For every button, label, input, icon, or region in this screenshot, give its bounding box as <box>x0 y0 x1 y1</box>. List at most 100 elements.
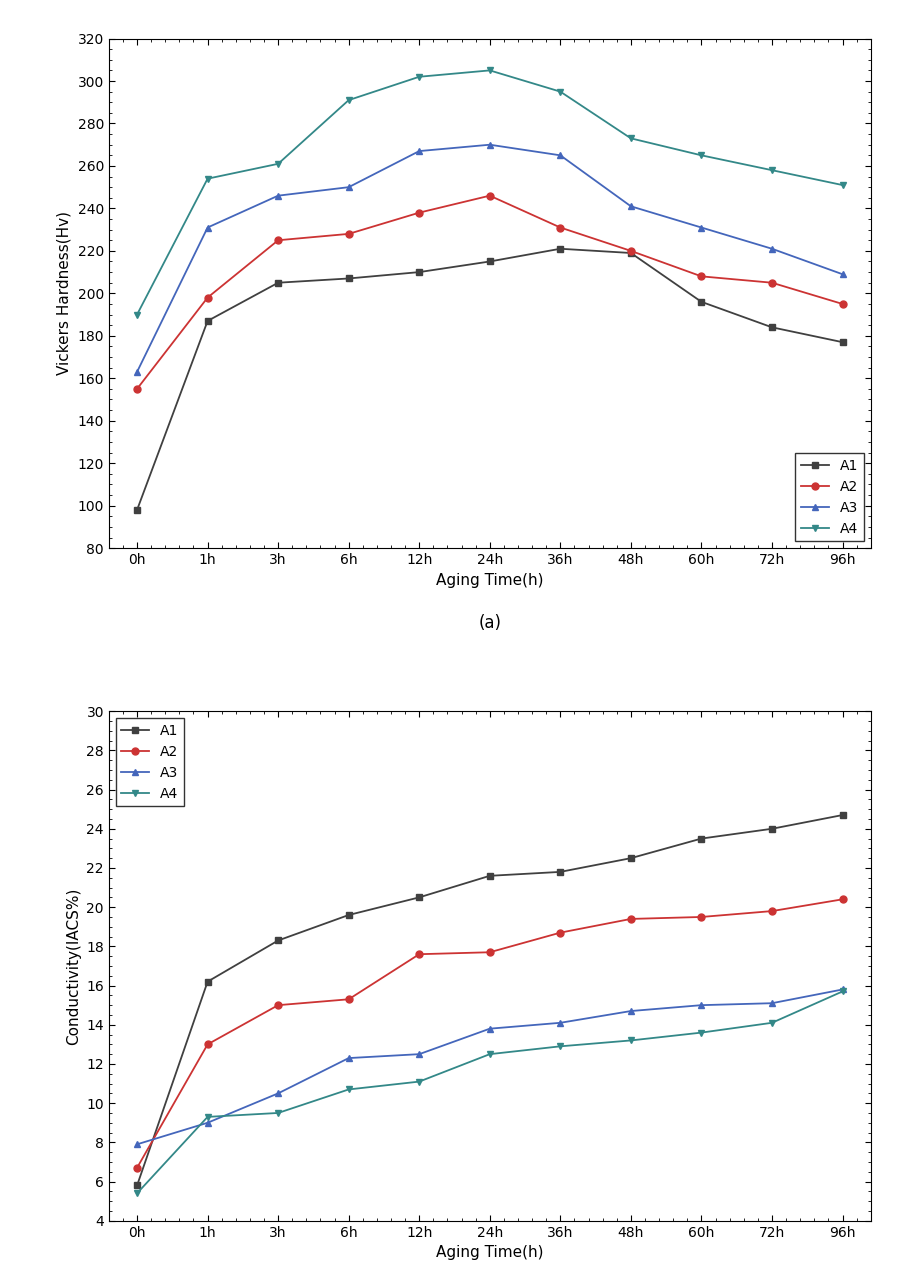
A1 <box>766 821 777 837</box>
A2 <box>273 233 284 248</box>
A2 <box>273 997 284 1013</box>
A2 <box>696 269 707 284</box>
A4 <box>202 171 213 186</box>
A1 <box>273 275 284 290</box>
A3 <box>343 1050 354 1065</box>
A3 <box>626 1004 637 1019</box>
A2 <box>626 243 637 258</box>
A1 <box>696 294 707 310</box>
A4 <box>766 1015 777 1031</box>
Text: (a): (a) <box>478 614 502 632</box>
Y-axis label: Conductivity(IACS%): Conductivity(IACS%) <box>65 887 81 1045</box>
A3 <box>837 982 848 997</box>
Line: A3: A3 <box>133 986 846 1148</box>
A1 <box>484 869 495 884</box>
A1 <box>414 265 424 280</box>
A4 <box>696 148 707 163</box>
A3 <box>273 1086 284 1101</box>
A3 <box>484 137 495 153</box>
A4 <box>343 1082 354 1097</box>
A4 <box>766 162 777 177</box>
A3 <box>273 188 284 203</box>
A3 <box>202 1115 213 1131</box>
A3 <box>414 1046 424 1061</box>
A1 <box>555 242 566 257</box>
Line: A1: A1 <box>133 245 846 514</box>
Line: A2: A2 <box>133 193 846 392</box>
X-axis label: Aging Time(h): Aging Time(h) <box>436 1245 543 1261</box>
A2 <box>555 220 566 235</box>
Line: A4: A4 <box>133 988 846 1196</box>
A2 <box>766 275 777 290</box>
A1 <box>343 271 354 287</box>
A4 <box>202 1109 213 1124</box>
A4 <box>484 1046 495 1061</box>
A2 <box>837 892 848 907</box>
A1 <box>555 865 566 880</box>
A2 <box>132 382 142 397</box>
A3 <box>343 180 354 195</box>
A1 <box>837 334 848 350</box>
A2 <box>202 1037 213 1052</box>
A1 <box>837 807 848 822</box>
A4 <box>555 84 566 99</box>
A1 <box>484 253 495 269</box>
A4 <box>484 63 495 78</box>
A3 <box>414 144 424 159</box>
A4 <box>414 1074 424 1090</box>
A4 <box>273 1105 284 1121</box>
X-axis label: Aging Time(h): Aging Time(h) <box>436 573 543 587</box>
A4 <box>132 307 142 323</box>
A3 <box>766 996 777 1011</box>
A2 <box>766 903 777 919</box>
A2 <box>484 188 495 203</box>
A1 <box>414 889 424 905</box>
A3 <box>696 997 707 1013</box>
A3 <box>626 199 637 215</box>
A1 <box>202 974 213 989</box>
A4 <box>343 93 354 108</box>
Legend: A1, A2, A3, A4: A1, A2, A3, A4 <box>116 718 184 806</box>
A1 <box>766 320 777 335</box>
A1 <box>132 1178 142 1194</box>
A1 <box>202 314 213 329</box>
A1 <box>626 245 637 261</box>
A4 <box>626 1033 637 1049</box>
Y-axis label: Vickers Hardness(Hv): Vickers Hardness(Hv) <box>57 211 72 375</box>
A3 <box>132 1137 142 1153</box>
A1 <box>273 933 284 948</box>
A3 <box>555 148 566 163</box>
A1 <box>626 851 637 866</box>
A1 <box>343 907 354 923</box>
A4 <box>555 1038 566 1054</box>
A2 <box>132 1160 142 1176</box>
A4 <box>132 1186 142 1201</box>
Line: A2: A2 <box>133 896 846 1172</box>
A1 <box>696 831 707 847</box>
A4 <box>837 984 848 1000</box>
A2 <box>414 204 424 220</box>
A2 <box>484 944 495 960</box>
Line: A1: A1 <box>133 812 846 1189</box>
A2 <box>837 297 848 312</box>
A3 <box>837 266 848 281</box>
A2 <box>696 910 707 925</box>
A4 <box>837 177 848 193</box>
A2 <box>555 925 566 941</box>
A3 <box>132 364 142 379</box>
A3 <box>202 220 213 235</box>
A4 <box>696 1025 707 1041</box>
A2 <box>414 947 424 962</box>
Line: A4: A4 <box>133 67 846 319</box>
A3 <box>484 1022 495 1037</box>
Line: A3: A3 <box>133 141 846 375</box>
A4 <box>414 69 424 85</box>
A4 <box>273 155 284 171</box>
A2 <box>343 992 354 1007</box>
A2 <box>343 226 354 242</box>
A2 <box>202 290 213 306</box>
A3 <box>696 220 707 235</box>
A3 <box>766 242 777 257</box>
Legend: A1, A2, A3, A4: A1, A2, A3, A4 <box>795 454 863 541</box>
A3 <box>555 1015 566 1031</box>
